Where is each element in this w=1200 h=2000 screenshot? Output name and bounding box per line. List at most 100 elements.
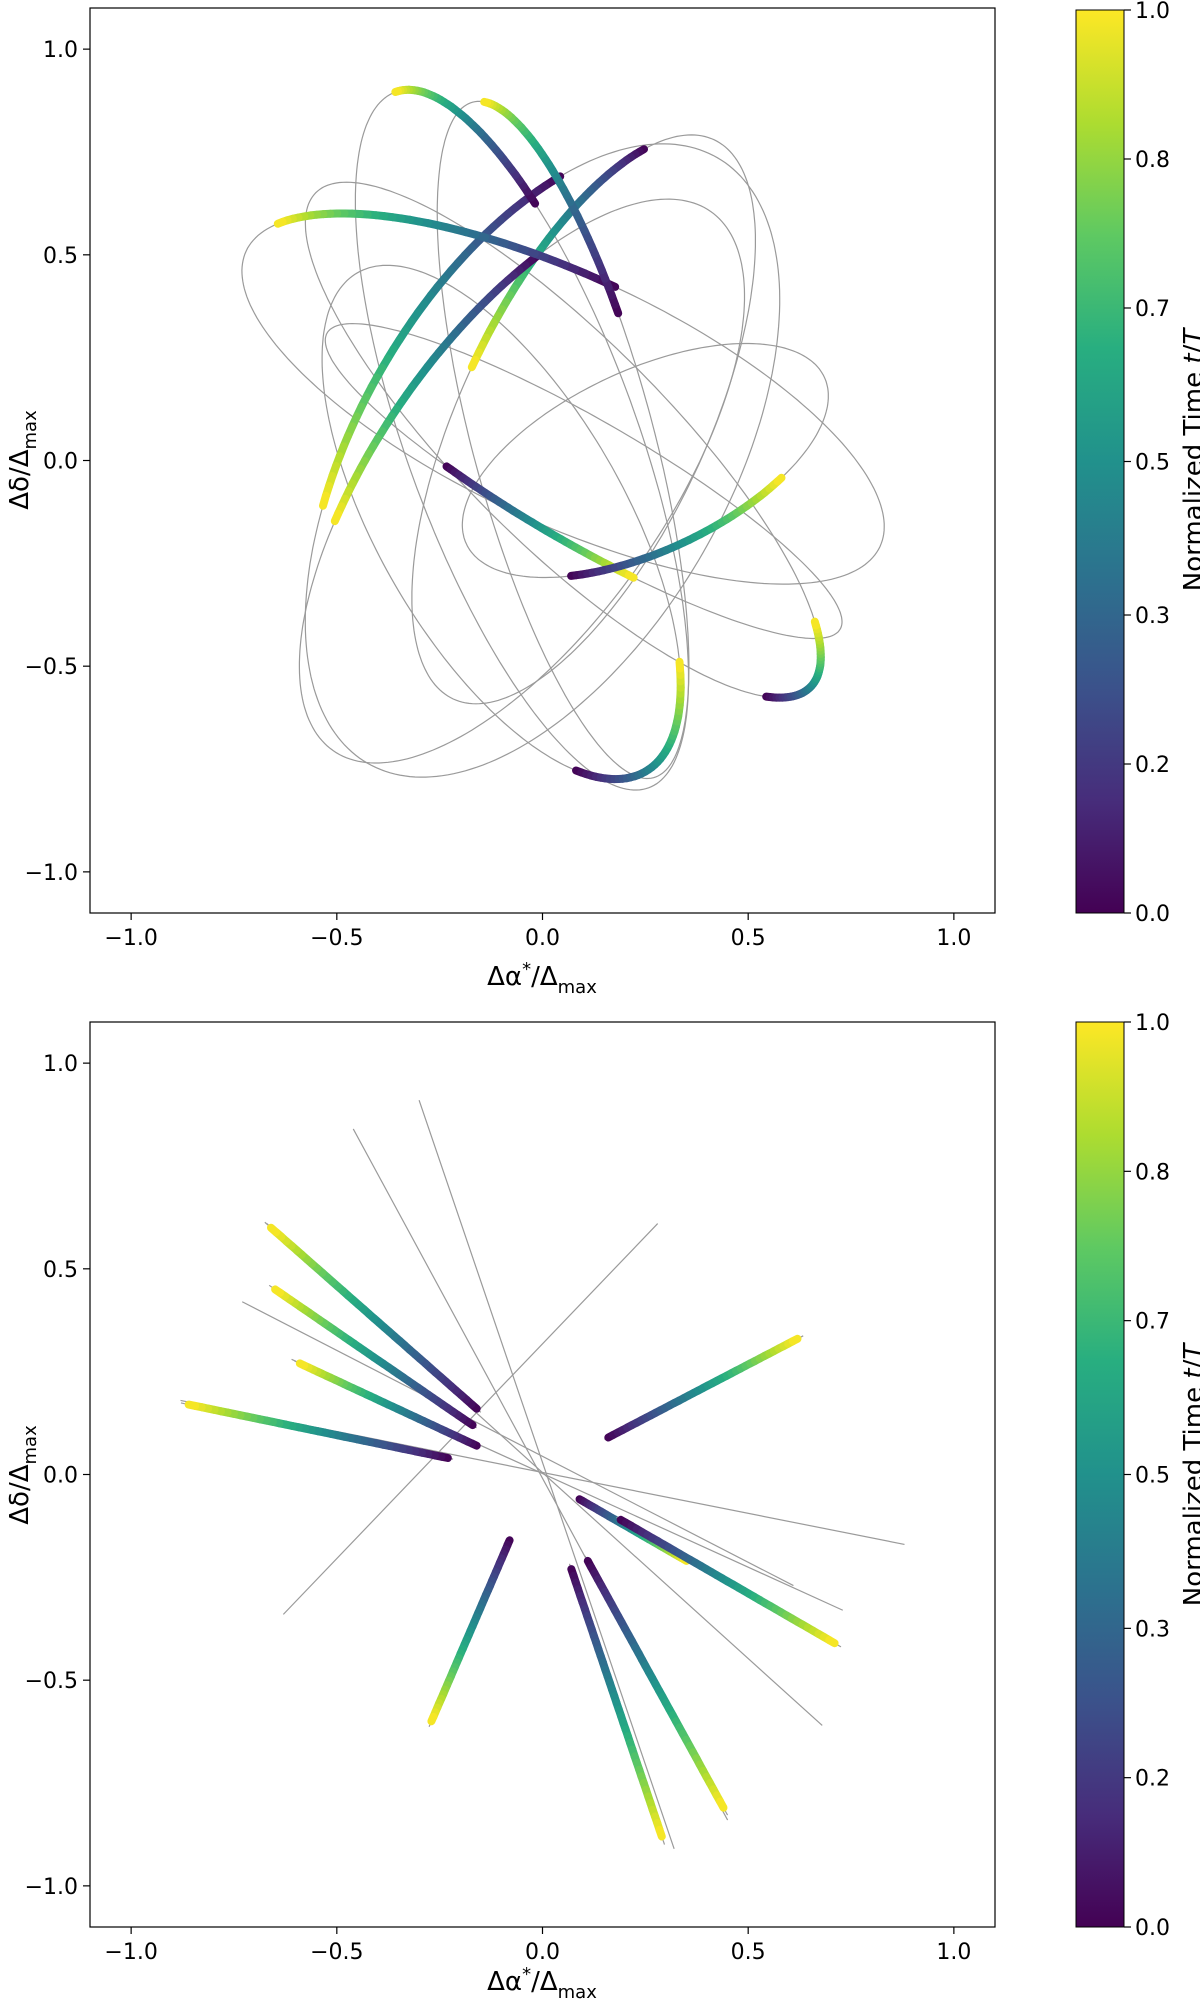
- y-tick-label: −1.0: [25, 1875, 78, 1900]
- x-tick-label: 0.0: [525, 926, 560, 951]
- x-tick-label: 0.5: [731, 926, 766, 951]
- top-colorbar-gradient: [1075, 9, 1125, 914]
- bottom-tracks: [180, 1221, 842, 1845]
- bottom-colorbar: 0.0 0.2 0.3 0.5 0.7 0.8 1.0 Normalized Time t/…: [1075, 1011, 1200, 1941]
- y-tick-label: −1.0: [25, 861, 78, 886]
- colorbar-tick-label: 0.2: [1135, 753, 1170, 778]
- top-colorbar-ticks: 0.0 0.2 0.3 0.5 0.7 0.8 1.0: [1124, 0, 1170, 927]
- orbit-track: [762, 617, 825, 702]
- top-y-ticks: −1.0 −0.5 0.0 0.5 1.0: [25, 38, 90, 886]
- orbit-track: [480, 97, 623, 318]
- orbit-track: [330, 251, 542, 526]
- track-segment: [273, 217, 287, 228]
- top-plot-frame: [89, 7, 996, 914]
- bottom-y-ticks: −1.0 −0.5 0.0 0.5 1.0: [25, 1052, 90, 1900]
- bottom-colorbar-gradient: [1075, 1021, 1125, 1928]
- colorbar-tick-label: 0.8: [1135, 148, 1170, 173]
- track-segment: [267, 1223, 281, 1237]
- bottom-colorbar-label: Normalized Time t/T: [1179, 1342, 1200, 1607]
- colorbar-tick-label: 1.0: [1135, 0, 1170, 24]
- colorbar-tick-label: 0.5: [1135, 1464, 1170, 1489]
- track-segment: [184, 1400, 200, 1410]
- linear-track: [567, 1563, 666, 1845]
- colorbar-tick-label: 0.0: [1135, 902, 1170, 927]
- track-segment: [788, 1334, 802, 1346]
- x-tick-label: 1.0: [936, 926, 971, 951]
- top-panel: −1.0 −0.5 0.0 0.5 1.0 −1.0 −0.5 0.0 0.5 1.0 Δα*/…: [5, 0, 1200, 998]
- y-tick-label: 0.0: [43, 1464, 78, 1489]
- top-colorbar: 0.0 0.2 0.3 0.5 0.7 0.8 1.0 Normalized Time t/…: [1075, 0, 1200, 927]
- colorbar-tick-label: 0.5: [1135, 451, 1170, 476]
- colorbar-tick-label: 0.3: [1135, 1617, 1170, 1642]
- x-tick-label: 0.0: [525, 1940, 560, 1965]
- track-segment: [319, 491, 330, 510]
- linear-track: [616, 1515, 842, 1648]
- track-segment: [391, 87, 402, 96]
- top-x-axis-label: Δα*/Δmax: [487, 959, 597, 998]
- orbit-ellipse: [321, 264, 682, 780]
- linear-track: [427, 1536, 514, 1727]
- track-segment: [810, 617, 820, 630]
- top-y-axis-label: Δδ/Δmax: [5, 410, 41, 510]
- orbit-track: [567, 473, 786, 580]
- top-x-ticks: −1.0 −0.5 0.0 0.5 1.0: [104, 913, 971, 951]
- bottom-panel: −1.0 −0.5 0.0 0.5 1.0 −1.0 −0.5 0.0 0.5 1.0 Δα*/…: [5, 1011, 1200, 2000]
- colorbar-tick-label: 0.7: [1135, 1310, 1170, 1335]
- bottom-x-axis-label: Δα*/Δmax: [487, 1964, 597, 2000]
- colorbar-tick-label: 0.7: [1135, 297, 1170, 322]
- guide-line: [241, 1301, 794, 1587]
- track-segment: [825, 1636, 839, 1648]
- linear-track: [604, 1334, 804, 1442]
- orbit-ellipse: [411, 134, 756, 705]
- track-segment: [480, 97, 491, 107]
- track-segment: [773, 473, 786, 486]
- y-tick-label: −0.5: [25, 655, 78, 680]
- track-segment: [655, 1825, 666, 1841]
- bottom-x-ticks: −1.0 −0.5 0.0 0.5 1.0: [104, 1927, 971, 1965]
- bottom-y-axis-label: Δδ/Δmax: [5, 1425, 41, 1525]
- x-tick-label: −1.0: [104, 926, 157, 951]
- bottom-plot-frame: [89, 1021, 996, 1928]
- track-segment: [624, 571, 638, 582]
- x-tick-label: −1.0: [104, 1940, 157, 1965]
- track-segment: [675, 657, 684, 673]
- track-segment: [467, 355, 480, 372]
- orbit-ellipse: [436, 100, 690, 780]
- orbit-ellipse: [304, 143, 781, 778]
- top-tracks: [273, 85, 825, 784]
- linear-track: [180, 1400, 454, 1462]
- y-tick-label: 1.0: [43, 1052, 78, 1077]
- colorbar-tick-label: 0.0: [1135, 1916, 1170, 1941]
- track-segment: [427, 1712, 438, 1726]
- y-tick-label: 1.0: [43, 38, 78, 63]
- y-tick-label: −0.5: [25, 1669, 78, 1694]
- track-segment: [295, 1359, 309, 1370]
- orbit-track: [391, 85, 540, 208]
- orbit-track: [572, 657, 685, 784]
- x-tick-label: −0.5: [310, 1940, 363, 1965]
- y-tick-label: 0.0: [43, 450, 78, 475]
- track-segment: [271, 1285, 285, 1297]
- guide-line: [418, 1099, 675, 1850]
- x-tick-label: 0.5: [731, 1940, 766, 1965]
- linear-track: [294, 1359, 481, 1450]
- track-segment: [716, 1797, 728, 1812]
- linear-track: [583, 1555, 729, 1816]
- bottom-colorbar-ticks: 0.0 0.2 0.3 0.5 0.7 0.8 1.0: [1124, 1011, 1170, 1941]
- x-tick-label: −0.5: [310, 926, 363, 951]
- colorbar-tick-label: 1.0: [1135, 1011, 1170, 1036]
- top-colorbar-label: Normalized Time t/T: [1179, 327, 1200, 592]
- colorbar-tick-label: 0.2: [1135, 1767, 1170, 1792]
- orbit-ellipse: [298, 198, 746, 764]
- orbit-track: [273, 209, 620, 291]
- x-tick-label: 1.0: [936, 1940, 971, 1965]
- orbit-ellipse: [324, 322, 843, 640]
- track-segment: [330, 509, 343, 526]
- linear-track: [268, 1284, 477, 1430]
- colorbar-tick-label: 0.3: [1135, 604, 1170, 629]
- y-tick-label: 0.5: [43, 244, 78, 269]
- y-tick-label: 0.5: [43, 1258, 78, 1283]
- colorbar-tick-label: 0.8: [1135, 1160, 1170, 1185]
- linear-track: [264, 1221, 482, 1413]
